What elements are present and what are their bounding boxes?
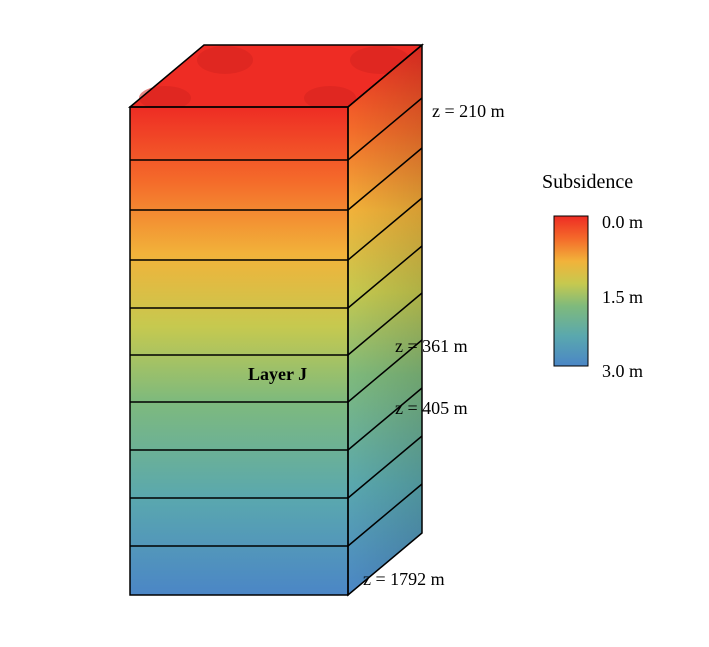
colorbar (554, 216, 588, 366)
layer-label: Layer J (248, 364, 307, 385)
depth-label-3: z = 1792 m (363, 569, 445, 590)
depth-label-2: z = 405 m (395, 398, 468, 419)
colorbar-tick-0: 0.0 m (602, 212, 643, 233)
depth-label-0: z = 210 m (432, 101, 505, 122)
colorbar-tick-1: 1.5 m (602, 287, 643, 308)
subsidence-diagram (0, 0, 709, 647)
colorbar-tick-2: 3.0 m (602, 361, 643, 382)
prism-front-face (130, 107, 348, 595)
colorbar-title: Subsidence (542, 171, 633, 194)
prism-right-shade (348, 45, 422, 595)
depth-label-1: z = 361 m (395, 336, 468, 357)
